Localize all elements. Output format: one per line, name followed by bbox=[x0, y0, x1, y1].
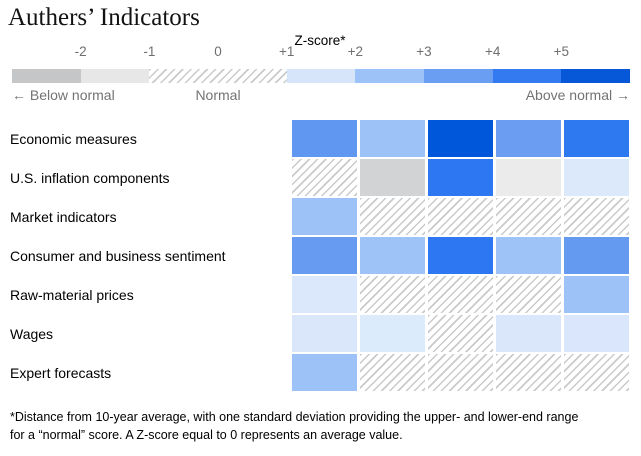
zscore-tick: +1 bbox=[278, 44, 295, 59]
heatmap-cell bbox=[292, 315, 357, 352]
zscore-colorbar bbox=[12, 69, 630, 83]
heatmap-cell bbox=[292, 159, 357, 196]
heatmap-cell bbox=[360, 198, 425, 235]
heatmap-cell bbox=[428, 159, 493, 196]
heatmap-cell bbox=[292, 276, 357, 313]
heatmap-cell bbox=[428, 198, 493, 235]
row-cells bbox=[292, 354, 629, 391]
zscore-axis-label: Z-score* bbox=[294, 33, 346, 48]
heatmap-cell bbox=[564, 276, 629, 313]
colorbar-segment bbox=[12, 69, 81, 83]
heatmap-row: Consumer and business sentiment bbox=[0, 237, 641, 274]
heatmap-cell bbox=[360, 276, 425, 313]
below-normal-label: ← Below normal bbox=[12, 87, 115, 103]
colorbar-segment bbox=[286, 69, 356, 83]
heatmap-cell bbox=[496, 159, 561, 196]
heatmap-cell bbox=[428, 120, 493, 157]
footnote: *Distance from 10-year average, with one… bbox=[10, 408, 638, 444]
colorbar-segment bbox=[80, 69, 150, 83]
footnote-line-1: *Distance from 10-year average, with one… bbox=[10, 410, 579, 424]
heatmap-cell bbox=[564, 315, 629, 352]
zscore-tick: +4 bbox=[484, 44, 501, 59]
colorbar-segment bbox=[492, 69, 562, 83]
chart-title: Authers’ Indicators bbox=[8, 4, 200, 31]
heatmap-cell bbox=[360, 315, 425, 352]
heatmap-cell bbox=[292, 120, 357, 157]
heatmap-row: Raw-material prices bbox=[0, 276, 641, 313]
above-normal-label: Above normal → bbox=[525, 87, 630, 103]
row-label: Market indicators bbox=[10, 208, 117, 225]
heatmap-cell bbox=[292, 198, 357, 235]
row-cells bbox=[292, 159, 629, 196]
heatmap-row: U.S. inflation components bbox=[0, 159, 641, 196]
zscore-tick: -2 bbox=[74, 44, 87, 59]
footnote-line-2: for a “normal” score. A Z-score equal to… bbox=[10, 428, 403, 442]
heatmap-cell bbox=[496, 198, 561, 235]
heatmap-cell bbox=[360, 237, 425, 274]
row-cells bbox=[292, 120, 629, 157]
row-cells bbox=[292, 315, 629, 352]
heatmap-cell bbox=[496, 237, 561, 274]
heatmap-row: Economic measures bbox=[0, 120, 641, 157]
heatmap-cell bbox=[428, 237, 493, 274]
heatmap-cell bbox=[496, 315, 561, 352]
zscore-tick: +3 bbox=[416, 44, 432, 59]
zscore-tick: -1 bbox=[143, 44, 156, 59]
heatmap-row: Market indicators bbox=[0, 198, 641, 235]
row-cells bbox=[292, 237, 629, 274]
row-cells bbox=[292, 198, 629, 235]
heatmap-cell bbox=[564, 354, 629, 391]
heatmap-cell bbox=[496, 276, 561, 313]
zscore-tick: 0 bbox=[214, 44, 222, 59]
heatmap-row: Expert forecasts bbox=[0, 354, 641, 391]
row-label: Wages bbox=[10, 325, 54, 342]
row-label: Raw-material prices bbox=[10, 286, 134, 303]
heatmap-cell bbox=[564, 120, 629, 157]
normal-label: Normal bbox=[195, 87, 241, 103]
row-label: Consumer and business sentiment bbox=[10, 247, 226, 264]
colorbar-segment bbox=[423, 69, 493, 83]
heatmap-cell bbox=[564, 159, 629, 196]
heatmap-cell bbox=[360, 120, 425, 157]
zscore-tick: +5 bbox=[553, 44, 570, 59]
heatmap-cell bbox=[292, 354, 357, 391]
heatmap-cell bbox=[360, 159, 425, 196]
heatmap-cell bbox=[564, 198, 629, 235]
heatmap-cell bbox=[428, 354, 493, 391]
colorbar-segment bbox=[149, 69, 287, 83]
heatmap-cell bbox=[496, 354, 561, 391]
row-label: U.S. inflation components bbox=[10, 169, 170, 186]
heatmap-cell bbox=[564, 237, 629, 274]
row-label: Expert forecasts bbox=[10, 364, 112, 381]
row-cells bbox=[292, 276, 629, 313]
heatmap-cell bbox=[292, 237, 357, 274]
heatmap-cell bbox=[428, 276, 493, 313]
colorbar-segment bbox=[355, 69, 424, 83]
colorbar-segment bbox=[561, 69, 630, 83]
zscore-tick: +2 bbox=[347, 44, 364, 59]
heatmap-cell bbox=[428, 315, 493, 352]
heatmap-row: Wages bbox=[0, 315, 641, 352]
heatmap-cell bbox=[496, 120, 561, 157]
heatmap-cell bbox=[360, 354, 425, 391]
row-label: Economic measures bbox=[10, 130, 137, 147]
heatmap-grid: Economic measures U.S. inflation componen… bbox=[0, 120, 641, 393]
